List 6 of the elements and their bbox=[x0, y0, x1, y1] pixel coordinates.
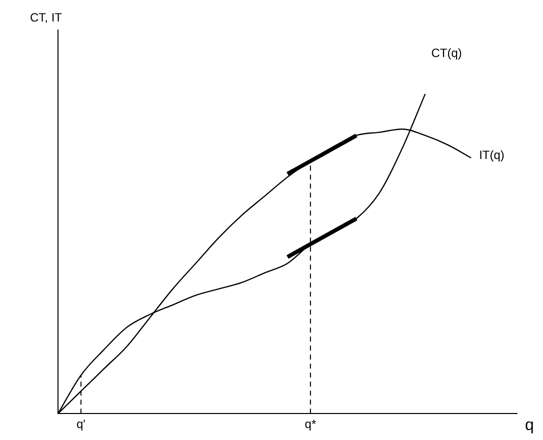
text: CT, IT bbox=[30, 10, 63, 24]
x-tick-label: q* bbox=[304, 417, 316, 432]
x-axis-title: q bbox=[525, 417, 534, 434]
series-label: IT(q) bbox=[479, 148, 504, 162]
x-tick-label: q' bbox=[76, 417, 86, 432]
text: CT(q) bbox=[431, 46, 462, 60]
